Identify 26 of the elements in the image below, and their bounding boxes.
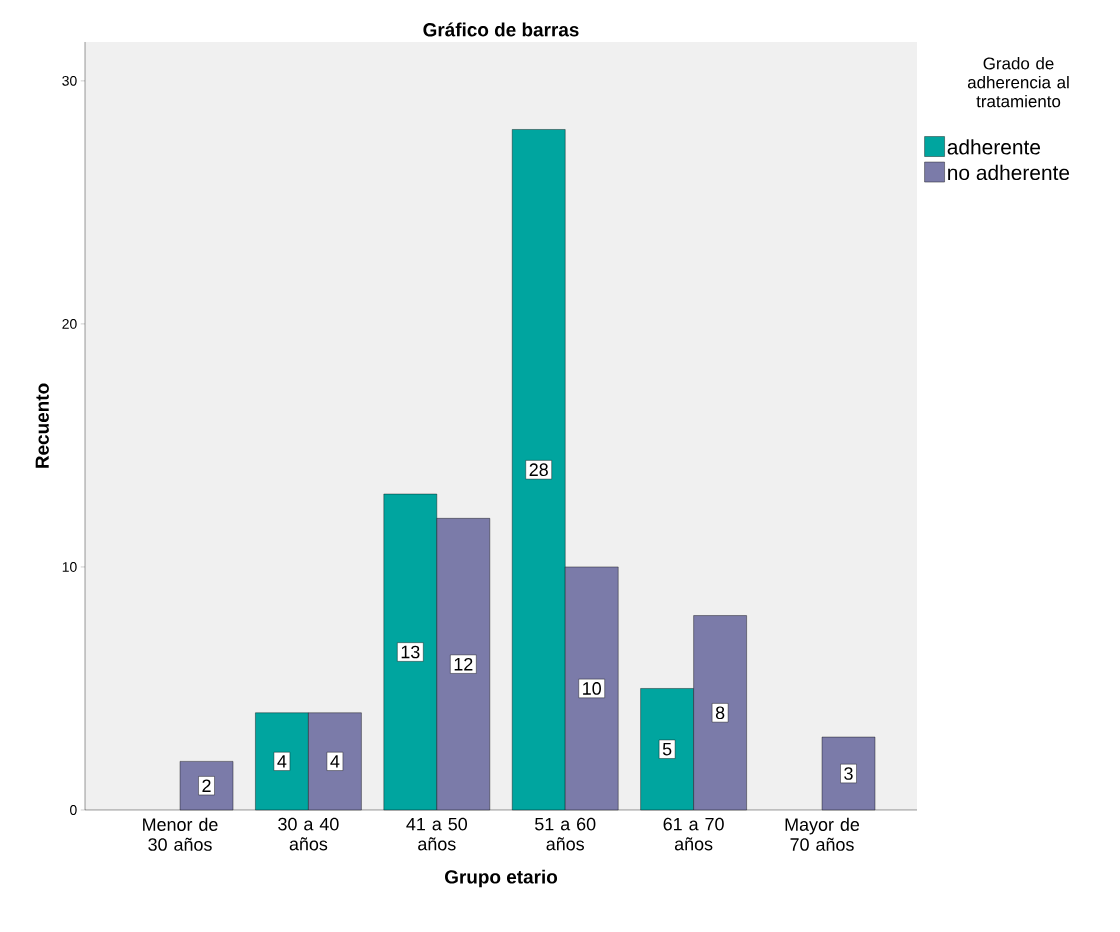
data-label: 4 <box>330 755 340 768</box>
legend-label: no adherente <box>948 164 1070 181</box>
y-axis-title: Recuento <box>35 383 49 468</box>
data-label: 4 <box>277 755 287 768</box>
data-label: 5 <box>662 742 672 756</box>
data-label: 12 <box>454 657 473 671</box>
data-label: 3 <box>844 767 853 780</box>
x-tick-label: 30 a 40 años <box>278 817 339 851</box>
y-tick-label: 10 <box>62 562 77 572</box>
x-axis-title: Grupo etario <box>445 869 558 888</box>
legend-title: Grado de adherencia al tratamiento <box>967 57 1069 108</box>
x-tick-label: 51 a 60 años <box>535 817 596 851</box>
data-label: 28 <box>529 463 548 477</box>
data-label: 8 <box>715 706 725 720</box>
legend-label: adherente <box>947 139 1041 155</box>
y-tick-label: 20 <box>62 318 77 329</box>
x-tick-label: Mayor de 70 años <box>785 817 860 851</box>
y-tick-label: 0 <box>70 805 77 815</box>
x-tick-label: Menor de 30 años <box>143 817 218 851</box>
y-tick-label: 30 <box>62 75 77 86</box>
data-label: 13 <box>401 645 420 659</box>
data-label: 10 <box>583 682 601 695</box>
x-tick-label: 61 a 70 años <box>663 817 724 851</box>
x-tick-label: 41 a 50 años <box>406 817 468 851</box>
data-label: 2 <box>202 779 211 792</box>
chart-title: Gráfico de barras <box>423 22 579 37</box>
